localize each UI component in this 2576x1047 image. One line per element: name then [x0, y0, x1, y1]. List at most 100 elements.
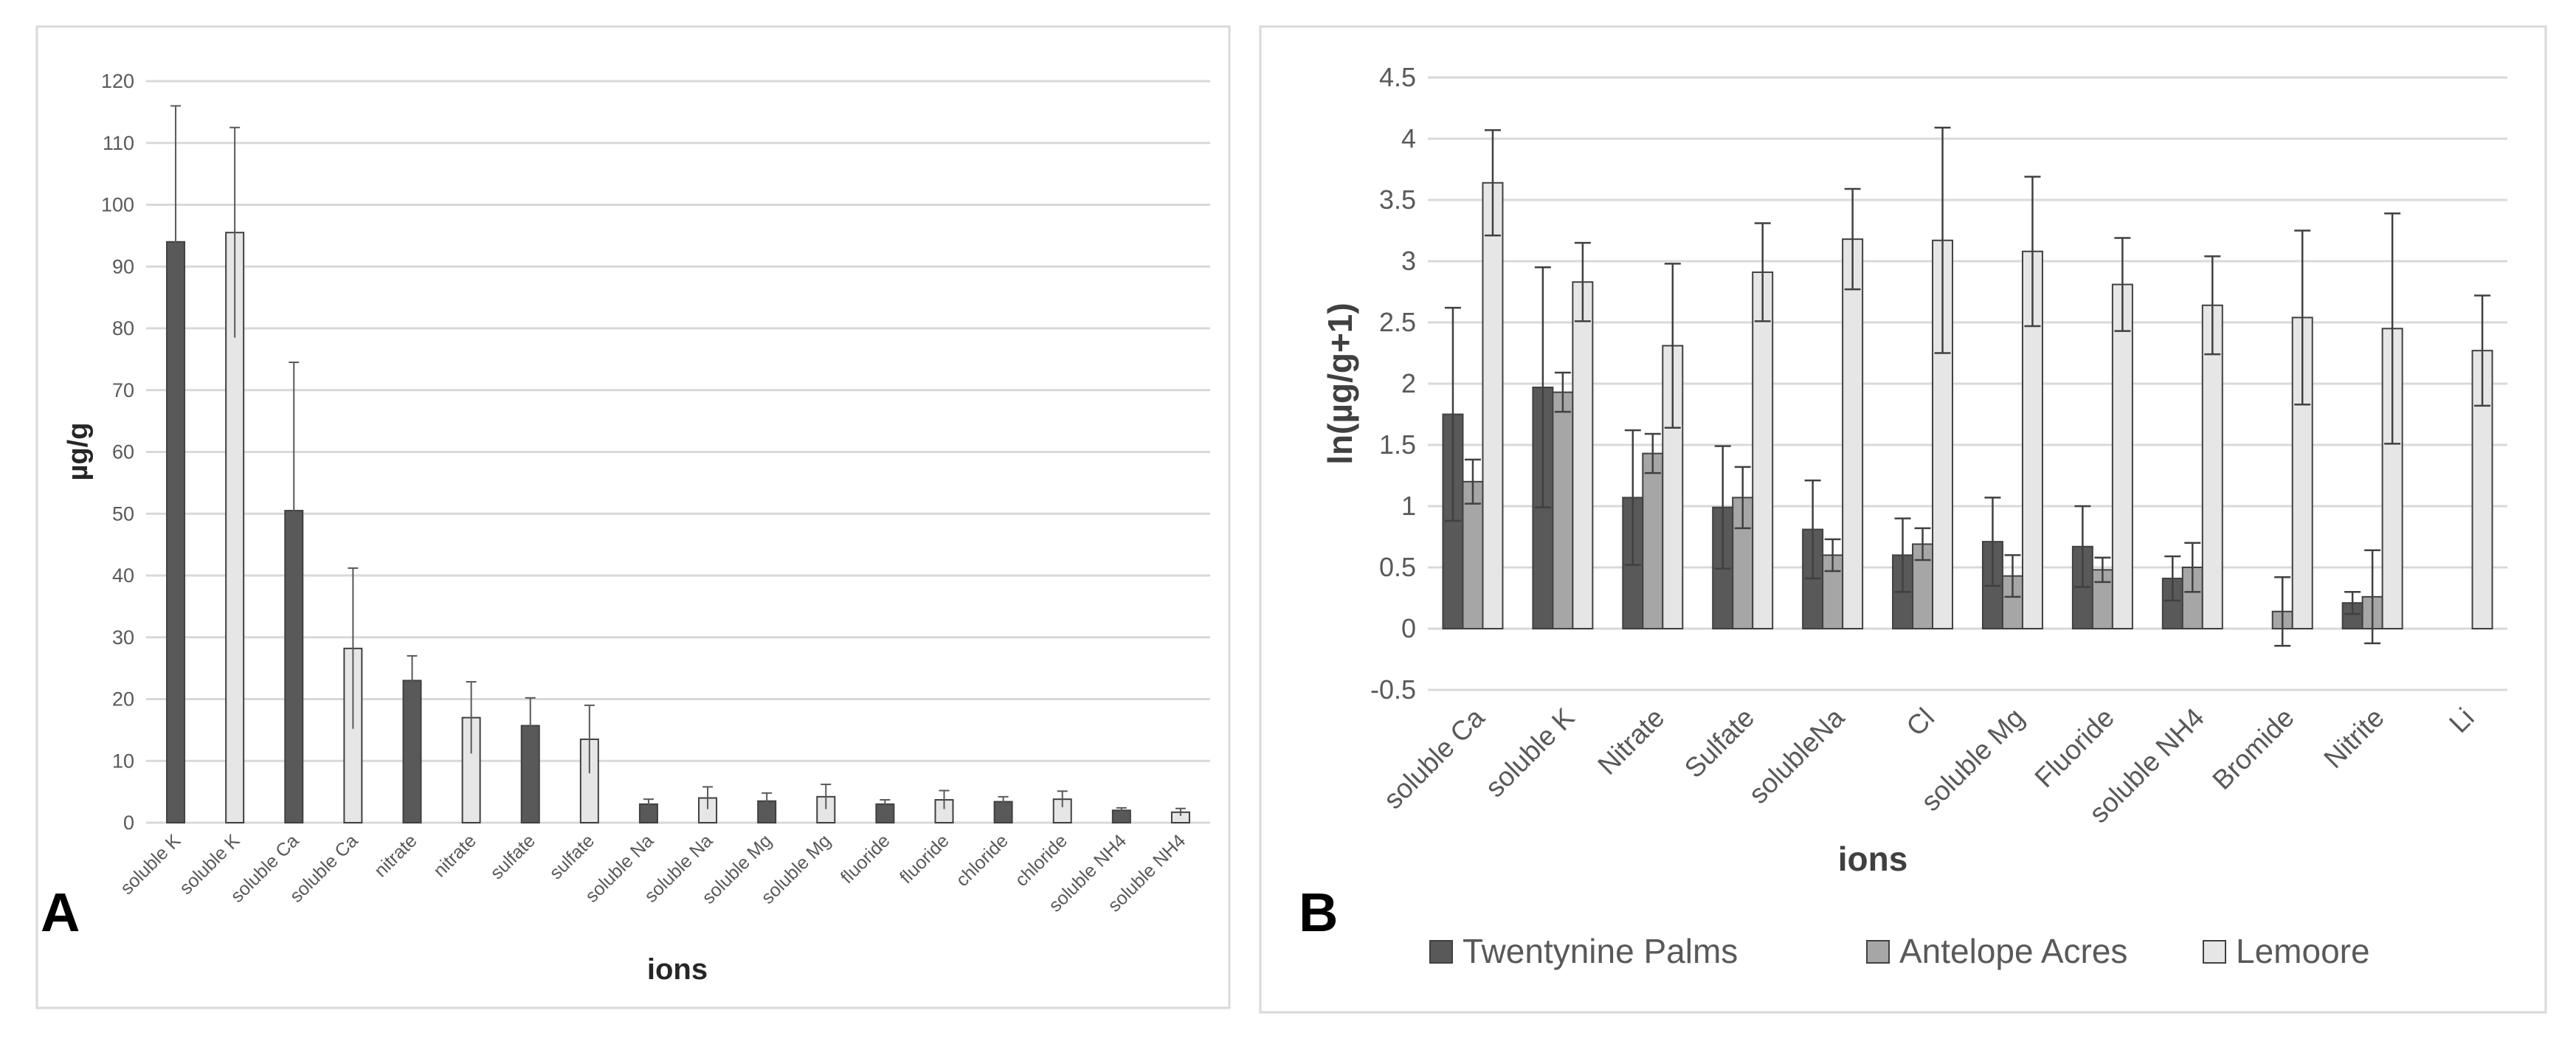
- y-tick-label: 70: [112, 379, 134, 401]
- error-bar-lemoore-sulfate: [1754, 222, 1771, 322]
- y-tick-label: 60: [112, 441, 134, 463]
- error-bar-lemoore-nitrate: [1664, 263, 1681, 429]
- y-tick-label: 4.5: [1379, 62, 1416, 92]
- y-tick-label: 2: [1401, 368, 1416, 398]
- chart-a-error-bars: [170, 105, 1186, 816]
- y-tick-label: 0: [123, 812, 134, 834]
- error-bar-14: [998, 795, 1009, 807]
- error-bar-lemoore-soluble-ca: [1484, 129, 1501, 237]
- legend-label-lemoore: Lemoore: [2236, 932, 2370, 970]
- error-bar-lemoore-soluble-nh4: [2204, 255, 2221, 356]
- bar-lemoore-bromide: [2291, 317, 2313, 629]
- error-bar-6: [525, 697, 536, 754]
- y-tick-label: 90: [112, 255, 134, 277]
- error-bar-7: [584, 704, 595, 773]
- error-bar-13: [939, 789, 950, 809]
- error-bar-twentynine-palms-solublena: [1804, 479, 1821, 580]
- error-bar-twentynine-palms-nitrite: [2344, 590, 2361, 615]
- error-bar-lemoore-cl: [1934, 126, 1951, 354]
- bar-antelope-acres-soluble-ca: [1462, 480, 1484, 629]
- error-bar-antelope-acres-soluble-mg: [2004, 554, 2021, 598]
- y-tick-label: 4: [1401, 123, 1416, 153]
- y-tick-label: 40: [112, 564, 134, 587]
- y-tick-label: 3: [1401, 246, 1416, 276]
- error-bar-lemoore-bromide: [2294, 229, 2311, 406]
- panel-b-label: B: [1299, 882, 1338, 943]
- legend-swatch-twentynine-palms: [1429, 940, 1453, 964]
- error-bar-twentynine-palms-soluble-ca: [1444, 306, 1461, 522]
- error-bar-0: [170, 105, 182, 378]
- bar-lemoore-soluble-k: [1572, 281, 1594, 629]
- error-bar-antelope-acres-solublena: [1824, 538, 1841, 573]
- error-bar-twentynine-palms-soluble-mg: [1984, 497, 2001, 587]
- legend-swatch-antelope-acres: [1866, 940, 1890, 964]
- error-bar-8: [643, 798, 654, 809]
- error-bar-antelope-acres-sulfate: [1734, 466, 1751, 530]
- error-bar-10: [762, 792, 773, 809]
- error-bar-17: [1175, 807, 1186, 816]
- chart-a-y-axis-label: µg/g: [63, 423, 94, 481]
- error-bar-twentynine-palms-nitrate: [1624, 429, 1641, 566]
- error-bar-15: [1057, 790, 1068, 808]
- bar-lemoore-soluble-nh4: [2201, 304, 2223, 629]
- y-tick-label: 100: [101, 194, 134, 216]
- chart-b-legend: Twentynine Palms Antelope Acres Lemoore: [1429, 932, 2370, 970]
- chart-a-gridlines: [146, 80, 1210, 824]
- y-tick-label: 50: [112, 502, 134, 525]
- y-tick-label: 80: [112, 317, 134, 339]
- error-bar-lemoore-nitrite: [2384, 212, 2401, 445]
- error-bar-antelope-acres-fluoride: [2094, 556, 2111, 584]
- y-tick-label: 3.5: [1379, 184, 1416, 215]
- chart-b-gridlines: [1428, 76, 2507, 691]
- error-bar-lemoore-fluoride: [2114, 237, 2131, 332]
- legend-item-antelope-acres: Antelope Acres: [1866, 932, 2127, 970]
- error-bar-twentynine-palms-sulfate: [1714, 445, 1731, 570]
- error-bar-1: [229, 126, 241, 338]
- error-bar-antelope-acres-cl: [1914, 527, 1931, 561]
- chart-a-x-axis-label: ions: [647, 953, 708, 986]
- bar-soluble-mg-11: [816, 795, 836, 823]
- bar-lemoore-sulfate: [1752, 271, 1774, 629]
- y-tick-label: 20: [112, 688, 134, 711]
- error-bar-antelope-acres-soluble-ca: [1464, 458, 1481, 505]
- chart-b-y-axis-label: ln(µg/g+1): [1321, 303, 1359, 464]
- bar-antelope-acres-nitrate: [1642, 452, 1664, 629]
- error-bar-4: [407, 654, 418, 705]
- error-bar-antelope-acres-bromide: [2274, 576, 2291, 647]
- chart-b-x-axis-label: ions: [1838, 840, 1908, 878]
- y-tick-label: 0: [1401, 613, 1416, 643]
- chart-b-y-ticks: -0.5 0 0.5 1 1.5 2 2.5 3 3.5 4 4.5: [1370, 62, 1416, 705]
- error-bar-16: [1116, 806, 1127, 813]
- error-bar-twentynine-palms-soluble-nh4: [2164, 555, 2181, 602]
- chart-panel-b: -0.500.511.522.533.544.5 soluble Casolub…: [1259, 25, 2547, 1014]
- error-bar-2: [289, 362, 300, 660]
- legend-swatch-lemoore: [2203, 940, 2226, 964]
- error-bar-3: [348, 567, 359, 729]
- error-bar-antelope-acres-nitrate: [1644, 432, 1661, 474]
- bar-lemoore-solublena: [1842, 238, 1864, 629]
- legend-item-twentynine-palms: Twentynine Palms: [1429, 932, 1738, 970]
- legend-label-twentynine-palms: Twentynine Palms: [1463, 932, 1738, 970]
- error-bar-11: [821, 784, 832, 809]
- legend-label-antelope-acres: Antelope Acres: [1899, 932, 2127, 970]
- error-bar-lemoore-soluble-k: [1574, 241, 1591, 322]
- error-bar-12: [880, 799, 891, 809]
- y-tick-label: 0.5: [1379, 552, 1416, 582]
- error-bar-antelope-acres-soluble-nh4: [2184, 542, 2201, 593]
- bar-antelope-acres-soluble-k: [1552, 391, 1574, 629]
- y-tick-label: 1: [1401, 491, 1416, 521]
- y-tick-label: 110: [103, 132, 134, 154]
- legend-item-lemoore: Lemoore: [2203, 932, 2370, 970]
- error-bar-twentynine-palms-cl: [1894, 517, 1911, 593]
- error-bar-antelope-acres-soluble-k: [1554, 371, 1571, 413]
- error-bar-antelope-acres-nitrite: [2364, 549, 2381, 645]
- bar-lemoore-fluoride: [2111, 283, 2133, 629]
- chart-b-error-bars: [1444, 126, 2491, 647]
- error-bar-twentynine-palms-fluoride: [2074, 505, 2091, 588]
- y-tick-label: 2.5: [1379, 307, 1416, 337]
- bar-lemoore-soluble-mg: [2021, 250, 2043, 629]
- panel-a-label: A: [41, 882, 80, 943]
- y-tick-label: 30: [112, 626, 134, 649]
